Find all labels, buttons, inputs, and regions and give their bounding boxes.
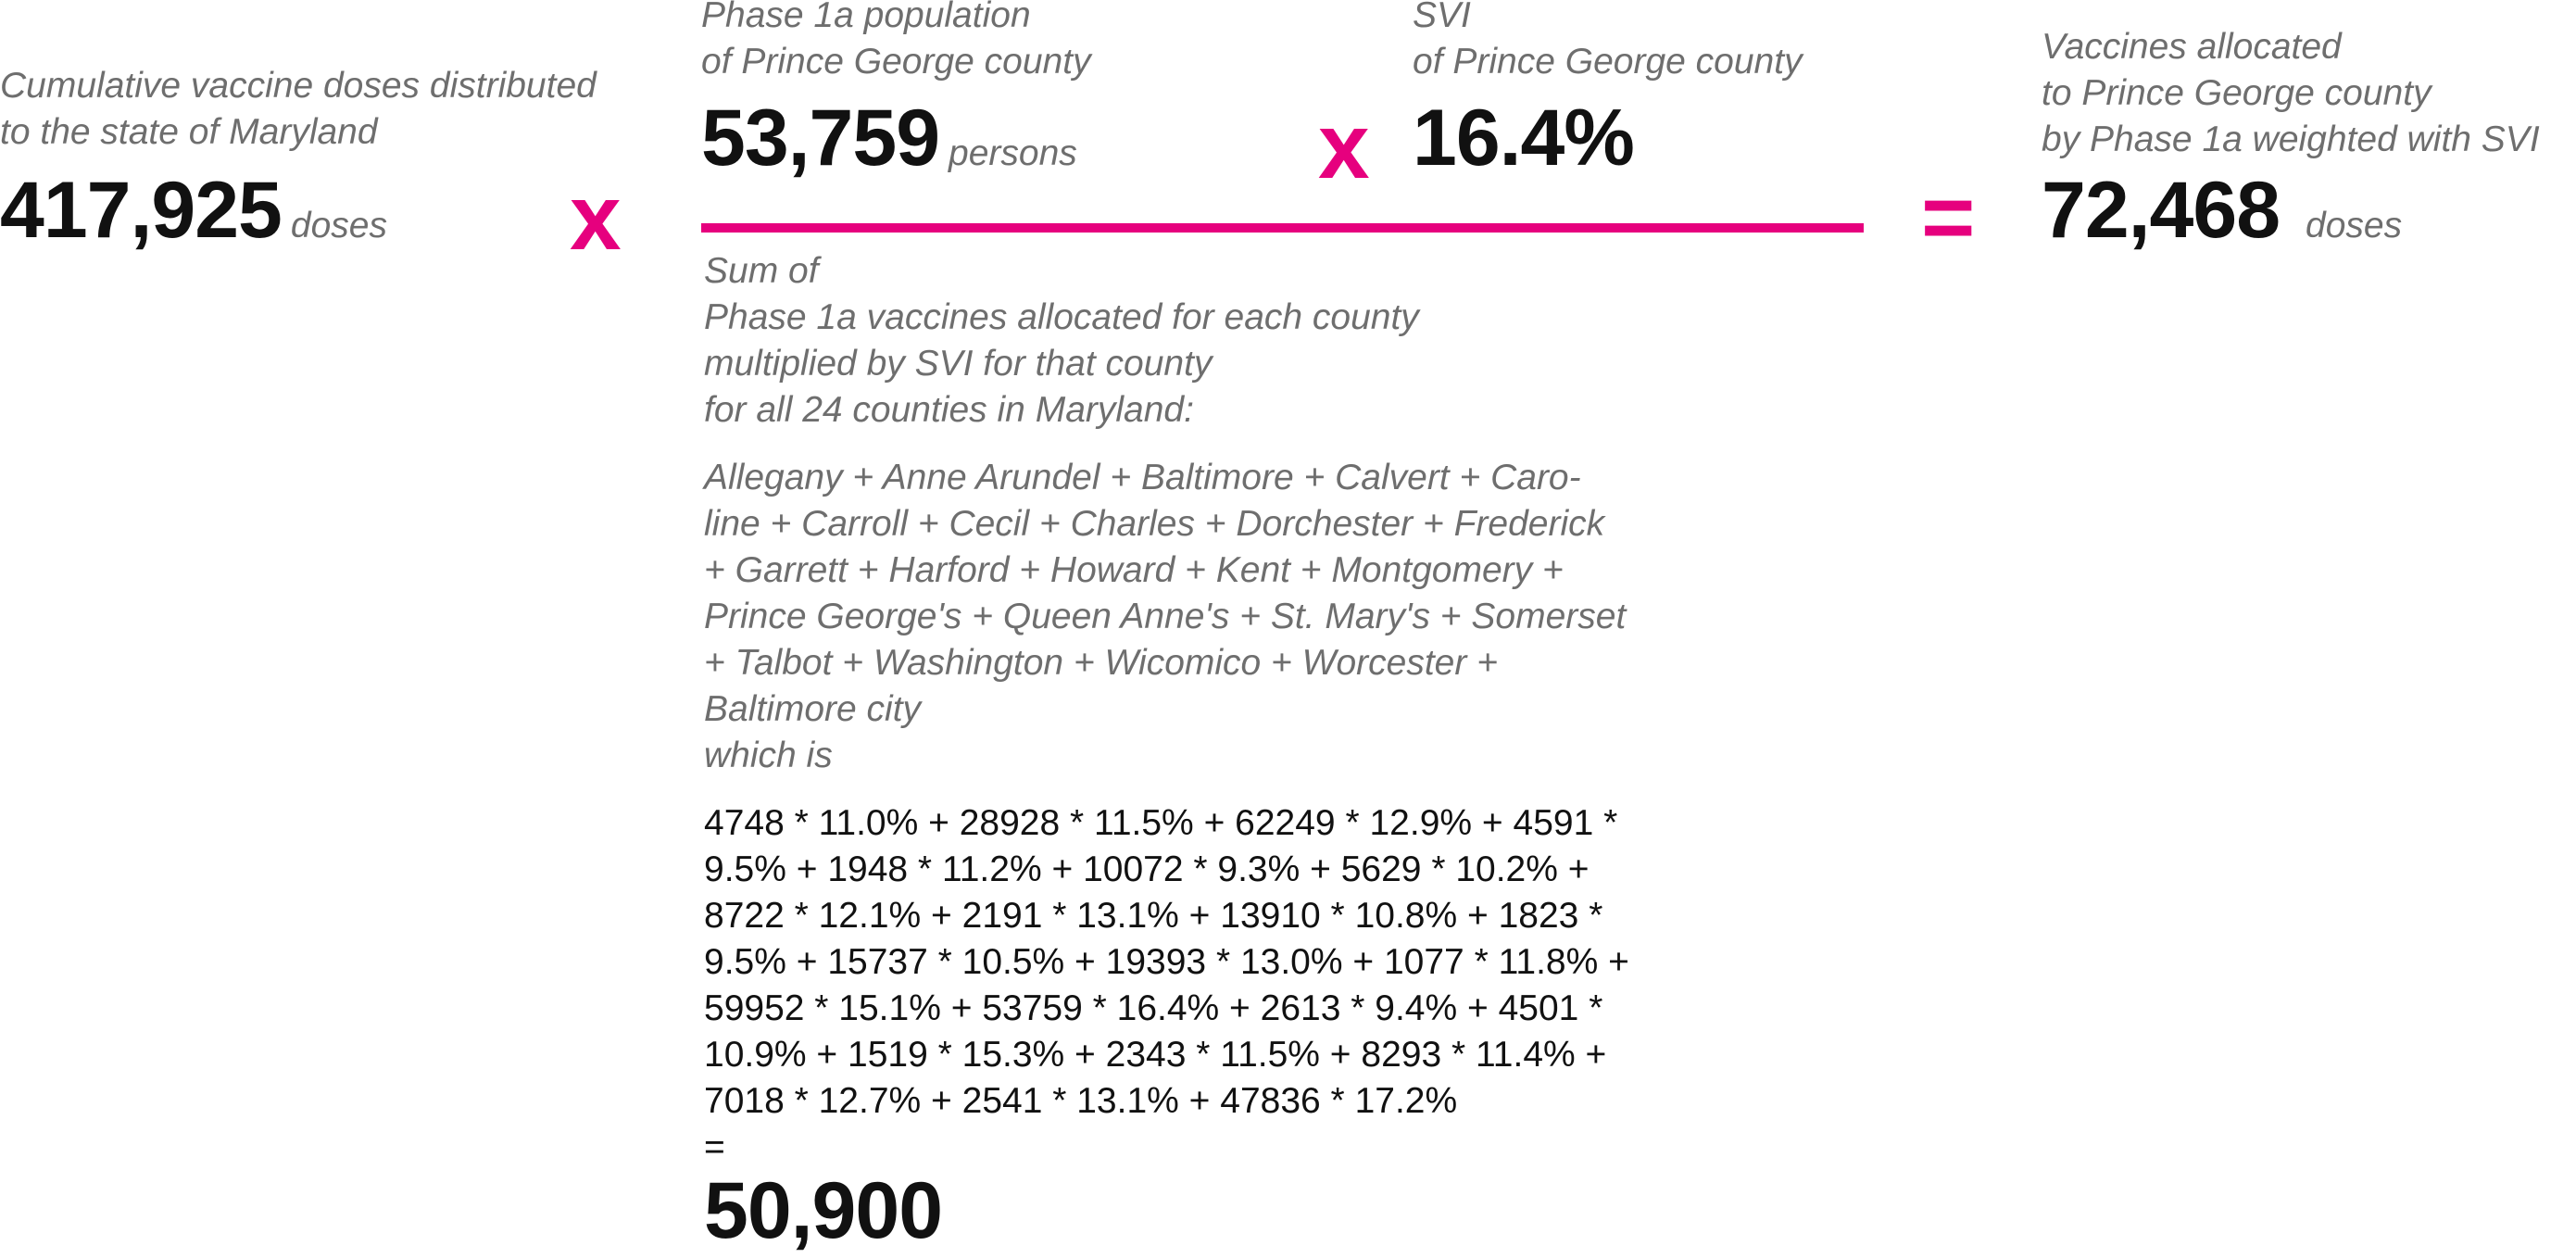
label-line: Phase 1a population [701,0,1031,35]
formula-line: 59952 * 15.1% + 53759 * 16.4% + 2613 * 9… [704,988,1603,1028]
label-line: SVI [1413,0,1471,35]
denominator-formula: 4748 * 11.0% + 28928 * 11.5% + 62249 * 1… [704,800,1629,1171]
intro-line: Sum of [704,251,819,291]
cumulative-doses-label: Cumulative vaccine doses distributed to … [0,63,597,156]
formula-line: 9.5% + 1948 * 11.2% + 10072 * 9.3% + 562… [704,849,1590,889]
cumulative-doses-value-row: 417,925 doses [0,169,597,252]
equals-sign: = [1921,166,1976,270]
counties-line: + Garrett + Harford + Howard + Kent + Mo… [704,550,1564,590]
formula-equals: = [704,1127,725,1167]
svi-block: SVI of Prince George county 16.4% [1413,0,1803,180]
result-value: 72,468 [2042,166,2281,255]
label-line: Vaccines allocated [2042,27,2342,67]
label-line: by Phase 1a weighted with SVI [2042,120,2540,159]
counties-line: which is [704,736,833,775]
counties-line: + Talbot + Washington + Wicomico + Worce… [704,643,1498,683]
label-line: of Prince George county [1413,42,1803,82]
label-line: to the state of Maryland [0,112,378,152]
svi-label: SVI of Prince George county [1413,0,1803,85]
intro-line: for all 24 counties in Maryland: [704,390,1194,430]
cumulative-doses-unit: doses [290,206,387,245]
multiply-sign-1: x [570,166,622,270]
multiply-sign-2: x [1318,94,1370,198]
label-line: to Prince George county [2042,73,2431,113]
result-block: Vaccines allocated to Prince George coun… [2042,24,2540,252]
population-block: Phase 1a population of Prince George cou… [701,0,1091,180]
population-label: Phase 1a population of Prince George cou… [701,0,1091,85]
result-value-row: 72,468 doses [2042,169,2540,252]
svi-value: 16.4% [1413,94,1635,182]
cumulative-doses-block: Cumulative vaccine doses distributed to … [0,63,597,252]
label-line: of Prince George county [701,42,1091,82]
counties-line: line + Carroll + Cecil + Charles + Dorch… [704,504,1605,544]
formula-line: 7018 * 12.7% + 2541 * 13.1% + 47836 * 17… [704,1081,1458,1121]
formula-line: 9.5% + 15737 * 10.5% + 19393 * 13.0% + 1… [704,942,1629,982]
population-value: 53,759 [701,94,940,182]
counties-line: Prince George's + Queen Anne's + St. Mar… [704,597,1627,636]
svi-value-row: 16.4% [1413,96,1803,180]
denominator-block: Sum of Phase 1a vaccines allocated for e… [704,248,1629,1252]
formula-line: 8722 * 12.1% + 2191 * 13.1% + 13910 * 10… [704,896,1603,936]
result-unit: doses [2306,206,2403,245]
formula-line: 4748 * 11.0% + 28928 * 11.5% + 62249 * 1… [704,803,1618,843]
fraction-bar [701,223,1864,233]
intro-line: multiplied by SVI for that county [704,344,1213,384]
intro-line: Phase 1a vaccines allocated for each cou… [704,297,1419,337]
counties-line: Baltimore city [704,689,922,729]
denominator-intro: Sum of Phase 1a vaccines allocated for e… [704,248,1629,434]
counties-list: Allegany + Anne Arundel + Baltimore + Ca… [704,455,1629,779]
population-value-row: 53,759 persons [701,96,1091,180]
cumulative-doses-value: 417,925 [0,166,283,255]
population-unit: persons [949,133,1077,173]
formula-line: 10.9% + 1519 * 15.3% + 2343 * 11.5% + 82… [704,1035,1607,1075]
result-label: Vaccines allocated to Prince George coun… [2042,24,2540,163]
label-line: Cumulative vaccine doses distributed [0,66,597,106]
counties-line: Allegany + Anne Arundel + Baltimore + Ca… [704,458,1581,497]
denominator-total: 50,900 [704,1166,943,1255]
